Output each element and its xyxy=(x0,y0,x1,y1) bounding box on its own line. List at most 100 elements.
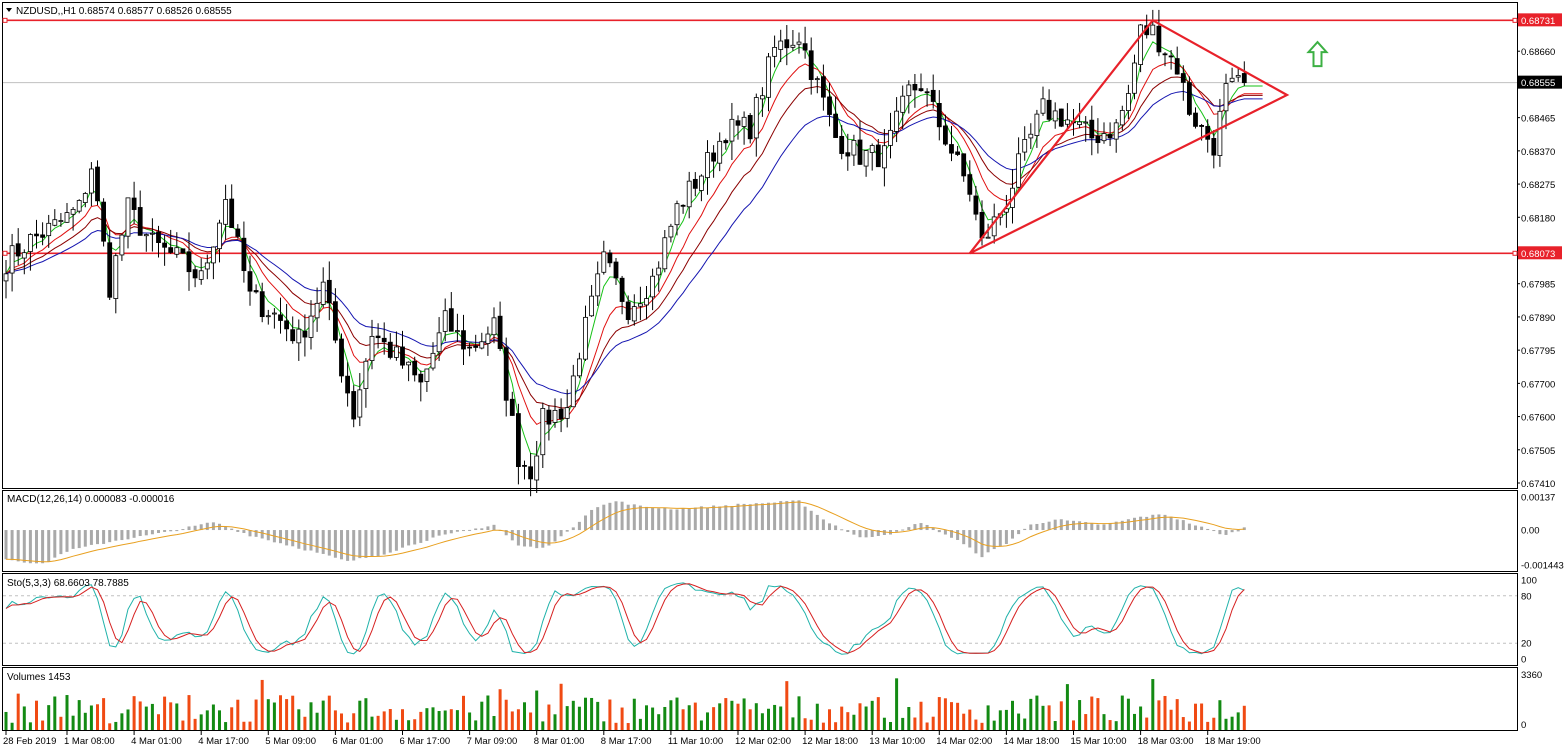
volume-bar xyxy=(47,705,51,730)
volume-bar xyxy=(754,703,758,730)
volume-tick-label: 0 xyxy=(1521,720,1526,731)
candle-body xyxy=(198,270,204,280)
volume-bar xyxy=(211,704,215,730)
macd-histogram-bar xyxy=(346,530,350,561)
candle-body xyxy=(869,145,875,153)
candle-body xyxy=(9,245,15,274)
volume-bar xyxy=(858,703,862,730)
volume-bar xyxy=(1011,700,1014,730)
volume-bar xyxy=(83,712,87,730)
macd-histogram-bar xyxy=(828,523,831,531)
candle-body xyxy=(845,152,851,157)
macd-histogram-bar xyxy=(608,502,612,531)
macd-histogram-bar xyxy=(1194,525,1197,531)
macd-histogram-bar xyxy=(571,527,575,531)
macd-histogram-bar xyxy=(35,530,38,564)
volume-bar xyxy=(248,721,252,730)
macd-histogram-bar xyxy=(559,530,563,537)
price-tick-label: 0.67505 xyxy=(1521,446,1555,457)
candle-body xyxy=(1095,135,1101,144)
candle-body xyxy=(217,222,222,250)
triangle-pattern xyxy=(968,18,1290,255)
macd-histogram-bar xyxy=(950,530,953,538)
macd-histogram-bar xyxy=(791,500,795,531)
volume-bar xyxy=(150,703,154,730)
candle-body xyxy=(522,464,527,467)
candle-body xyxy=(503,347,509,401)
level-price-tag xyxy=(1518,13,1562,27)
time-tick-label: 1 Mar 08:00 xyxy=(64,736,115,747)
candle-body xyxy=(1113,122,1119,140)
candle-body xyxy=(381,337,387,343)
symbol-dropdown-icon[interactable] xyxy=(6,8,12,12)
volume-bar xyxy=(1212,717,1216,730)
volume-bar xyxy=(346,722,350,730)
volume-bar xyxy=(638,718,642,730)
candle-body xyxy=(1211,138,1217,156)
volume-bar xyxy=(230,707,234,730)
volume-bar xyxy=(663,706,667,730)
candle-body xyxy=(516,413,521,468)
volume-bar xyxy=(1029,698,1033,730)
candle-body xyxy=(168,247,174,253)
macd-histogram-bar xyxy=(333,530,337,558)
time-tick-label: 14 Mar 02:00 xyxy=(936,736,992,747)
price-tick-label: 0.68275 xyxy=(1521,180,1555,191)
volume-bar xyxy=(1120,695,1124,730)
candle-body xyxy=(979,211,985,239)
macd-histogram-bar xyxy=(419,530,423,543)
volume-bar xyxy=(748,709,752,730)
stochastic-series: 100 80 20 0 xyxy=(3,576,1537,666)
macd-histogram-bar xyxy=(16,530,20,562)
candle-body xyxy=(766,56,771,98)
volume-bar xyxy=(675,697,679,730)
stochastic-panel[interactable] xyxy=(2,573,1518,666)
symbol-info: NZDUSD,,H1 0.68574 0.68577 0.68526 0.685… xyxy=(16,6,232,17)
candle-body xyxy=(296,328,302,344)
main-price-panel[interactable] xyxy=(2,2,1518,489)
macd-histogram-bar xyxy=(1035,523,1039,531)
macd-histogram-bar xyxy=(364,530,368,558)
macd-histogram-bar xyxy=(504,530,508,536)
macd-histogram-bar xyxy=(1090,522,1094,531)
time-tick-label: 18 Mar 03:00 xyxy=(1138,736,1194,747)
candle-body xyxy=(699,175,704,191)
macd-histogram-bar xyxy=(882,530,886,535)
macd-histogram-bar xyxy=(584,515,587,531)
macd-histogram-bar xyxy=(358,530,362,559)
volume-bars: 3360 0 xyxy=(4,670,1542,731)
candle-body xyxy=(400,346,405,366)
volume-bar xyxy=(16,693,20,730)
macd-histogram-bar xyxy=(943,530,947,535)
time-tick-label: 12 Mar 02:00 xyxy=(735,736,791,747)
volume-bar xyxy=(486,695,490,730)
volumes-panel[interactable] xyxy=(2,667,1518,731)
time-tick-label: 15 Mar 10:00 xyxy=(1071,736,1127,747)
volume-bar xyxy=(1187,721,1191,730)
time-tick-label: 14 Mar 18:00 xyxy=(1003,736,1059,747)
macd-panel[interactable] xyxy=(2,490,1518,572)
macd-histogram-bar xyxy=(1218,530,1222,535)
candle-body xyxy=(735,120,741,126)
volume-bar xyxy=(1065,684,1069,730)
volume-bar xyxy=(71,715,75,730)
volume-bar xyxy=(1194,703,1197,730)
volume-bar xyxy=(120,713,124,730)
volume-bar xyxy=(1157,700,1161,730)
volume-bar xyxy=(809,719,813,730)
candle-body xyxy=(943,125,948,145)
volume-bar xyxy=(1084,714,1088,730)
candle-body xyxy=(149,232,155,235)
candle-body xyxy=(985,236,991,239)
stochastic-tick-label: 20 xyxy=(1521,639,1532,650)
candle-body xyxy=(741,116,747,127)
volume-bar xyxy=(437,711,441,730)
macd-histogram-bar xyxy=(41,530,45,564)
volume-bar xyxy=(541,721,545,730)
macd-histogram-bar xyxy=(1120,520,1124,531)
volume-bar xyxy=(1090,696,1094,730)
volume-bar xyxy=(687,705,691,730)
candle-body xyxy=(564,407,570,419)
volume-bar xyxy=(718,703,722,730)
